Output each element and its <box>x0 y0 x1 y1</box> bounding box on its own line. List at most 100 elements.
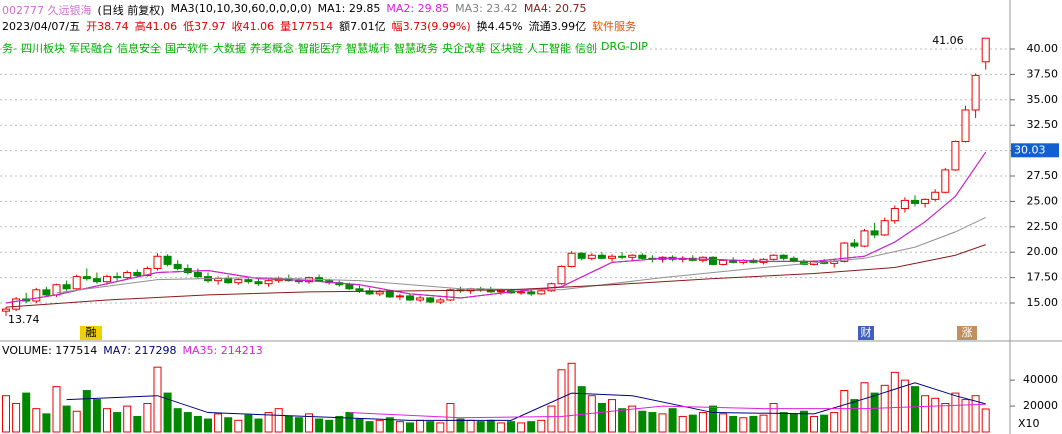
candle-body <box>32 289 41 302</box>
candle-body <box>951 140 960 171</box>
candle-body <box>113 276 122 279</box>
volume-bar <box>719 413 728 433</box>
candle-body <box>92 278 101 283</box>
candle-body <box>426 297 435 303</box>
info-item: 流通3.99亿 <box>528 20 587 33</box>
volume-bar <box>820 414 829 433</box>
volume-bar <box>961 399 970 433</box>
volume-bar <box>385 417 394 433</box>
volume-bar <box>880 384 889 433</box>
candle-body <box>779 254 788 259</box>
volume-bar <box>163 392 172 433</box>
concept-tag: 信息安全 <box>116 42 161 55</box>
volume-bar <box>618 408 627 433</box>
volume-bar <box>133 415 142 433</box>
volume-bar <box>628 405 637 433</box>
concept-tag: 国产软件 <box>164 42 209 55</box>
candle-body <box>597 254 606 259</box>
info-item: 2023/04/07/五 <box>2 20 81 33</box>
candle-body <box>416 297 425 301</box>
candle-body <box>587 254 596 259</box>
candle-body <box>42 289 51 296</box>
volume-bar <box>466 419 475 433</box>
volume-bar <box>183 412 192 433</box>
candle-body <box>52 284 61 296</box>
info-item: 开38.74 <box>86 20 129 33</box>
info-item: 低37.97 <box>183 20 226 33</box>
y-tick-label: 20.00 <box>1027 245 1059 258</box>
volume-bar <box>749 415 758 433</box>
candle-body <box>12 298 21 310</box>
volume-bar <box>315 418 324 433</box>
volume-bar <box>103 408 111 433</box>
volume-bar <box>638 410 647 433</box>
ma-line <box>349 403 986 419</box>
concept-tag: 智慧城市 <box>345 42 390 55</box>
concept-tag: DRG-DIP <box>600 40 648 53</box>
volume-bar <box>517 422 526 433</box>
volume-bar <box>739 417 748 433</box>
concept-tag: 信创 <box>574 42 597 55</box>
y-tick-label: 22.50 <box>1027 220 1059 233</box>
volume-bar <box>890 371 899 433</box>
candle-body <box>557 265 566 285</box>
volume-bar <box>921 395 930 433</box>
candle-body <box>264 280 273 285</box>
volume-header: VOLUME: 177514 MA7: 217298 MA35: 214213 <box>2 344 263 357</box>
event-label: 财 <box>861 325 872 339</box>
header-item: (日线 前复权) <box>97 4 165 17</box>
volume-bar <box>900 379 909 433</box>
volume-legend: MA35: 214213 <box>182 344 263 357</box>
high-label: 41.06 <box>932 34 964 47</box>
volume-bar <box>244 414 253 433</box>
volume-bar <box>799 410 808 433</box>
volume-bar <box>355 418 364 433</box>
volume-bar <box>597 402 606 433</box>
volume-bar <box>274 408 283 433</box>
low-label: 13.74 <box>8 313 40 326</box>
candle-body <box>173 263 182 269</box>
volume-bar <box>406 422 414 433</box>
volume-bar <box>860 382 869 433</box>
candle-body <box>234 279 243 284</box>
concept-tag: 智慧政务 <box>393 42 438 55</box>
volume-bar <box>12 402 21 433</box>
header-item: MA4: 20.75 <box>523 2 587 15</box>
candle-body <box>971 74 980 111</box>
volume-bar <box>123 405 132 433</box>
candle-body <box>103 276 111 283</box>
header-item: MA3(10,10,30,60,0,0,0,0) <box>170 2 312 15</box>
volume-bar <box>436 422 445 433</box>
volume-bar <box>294 417 303 433</box>
volume-bar <box>567 362 576 433</box>
vol-tick-label: 40000 <box>1023 373 1058 386</box>
candle-body <box>133 272 142 277</box>
volume-legend: MA7: 217298 <box>103 344 177 357</box>
volume-bar <box>62 405 71 433</box>
volume-bar <box>537 419 546 433</box>
volume-bar <box>72 410 81 433</box>
volume-bar <box>305 413 313 433</box>
candle-body <box>638 254 647 259</box>
volume-bar <box>113 412 122 433</box>
cursor-price: 30.03 <box>1014 143 1046 156</box>
volume-bar <box>789 413 798 433</box>
header-item: MA3: 23.42 <box>455 2 518 15</box>
volume-bar <box>830 412 839 433</box>
volume-bar <box>496 422 505 433</box>
volume-bar <box>779 412 788 433</box>
candle-body <box>406 295 414 301</box>
volume-bar <box>335 415 344 433</box>
info-item: 额7.01亿 <box>339 20 386 33</box>
volume-bar <box>577 386 586 433</box>
volume-bar <box>284 415 293 433</box>
volume-bar <box>143 402 152 433</box>
ma-line <box>66 382 986 421</box>
concept-tag: 四川板块 <box>20 42 65 55</box>
y-tick-label: 17.50 <box>1027 271 1059 284</box>
event-box <box>858 326 874 340</box>
volume-bar <box>870 392 879 433</box>
candle-body <box>981 37 990 63</box>
